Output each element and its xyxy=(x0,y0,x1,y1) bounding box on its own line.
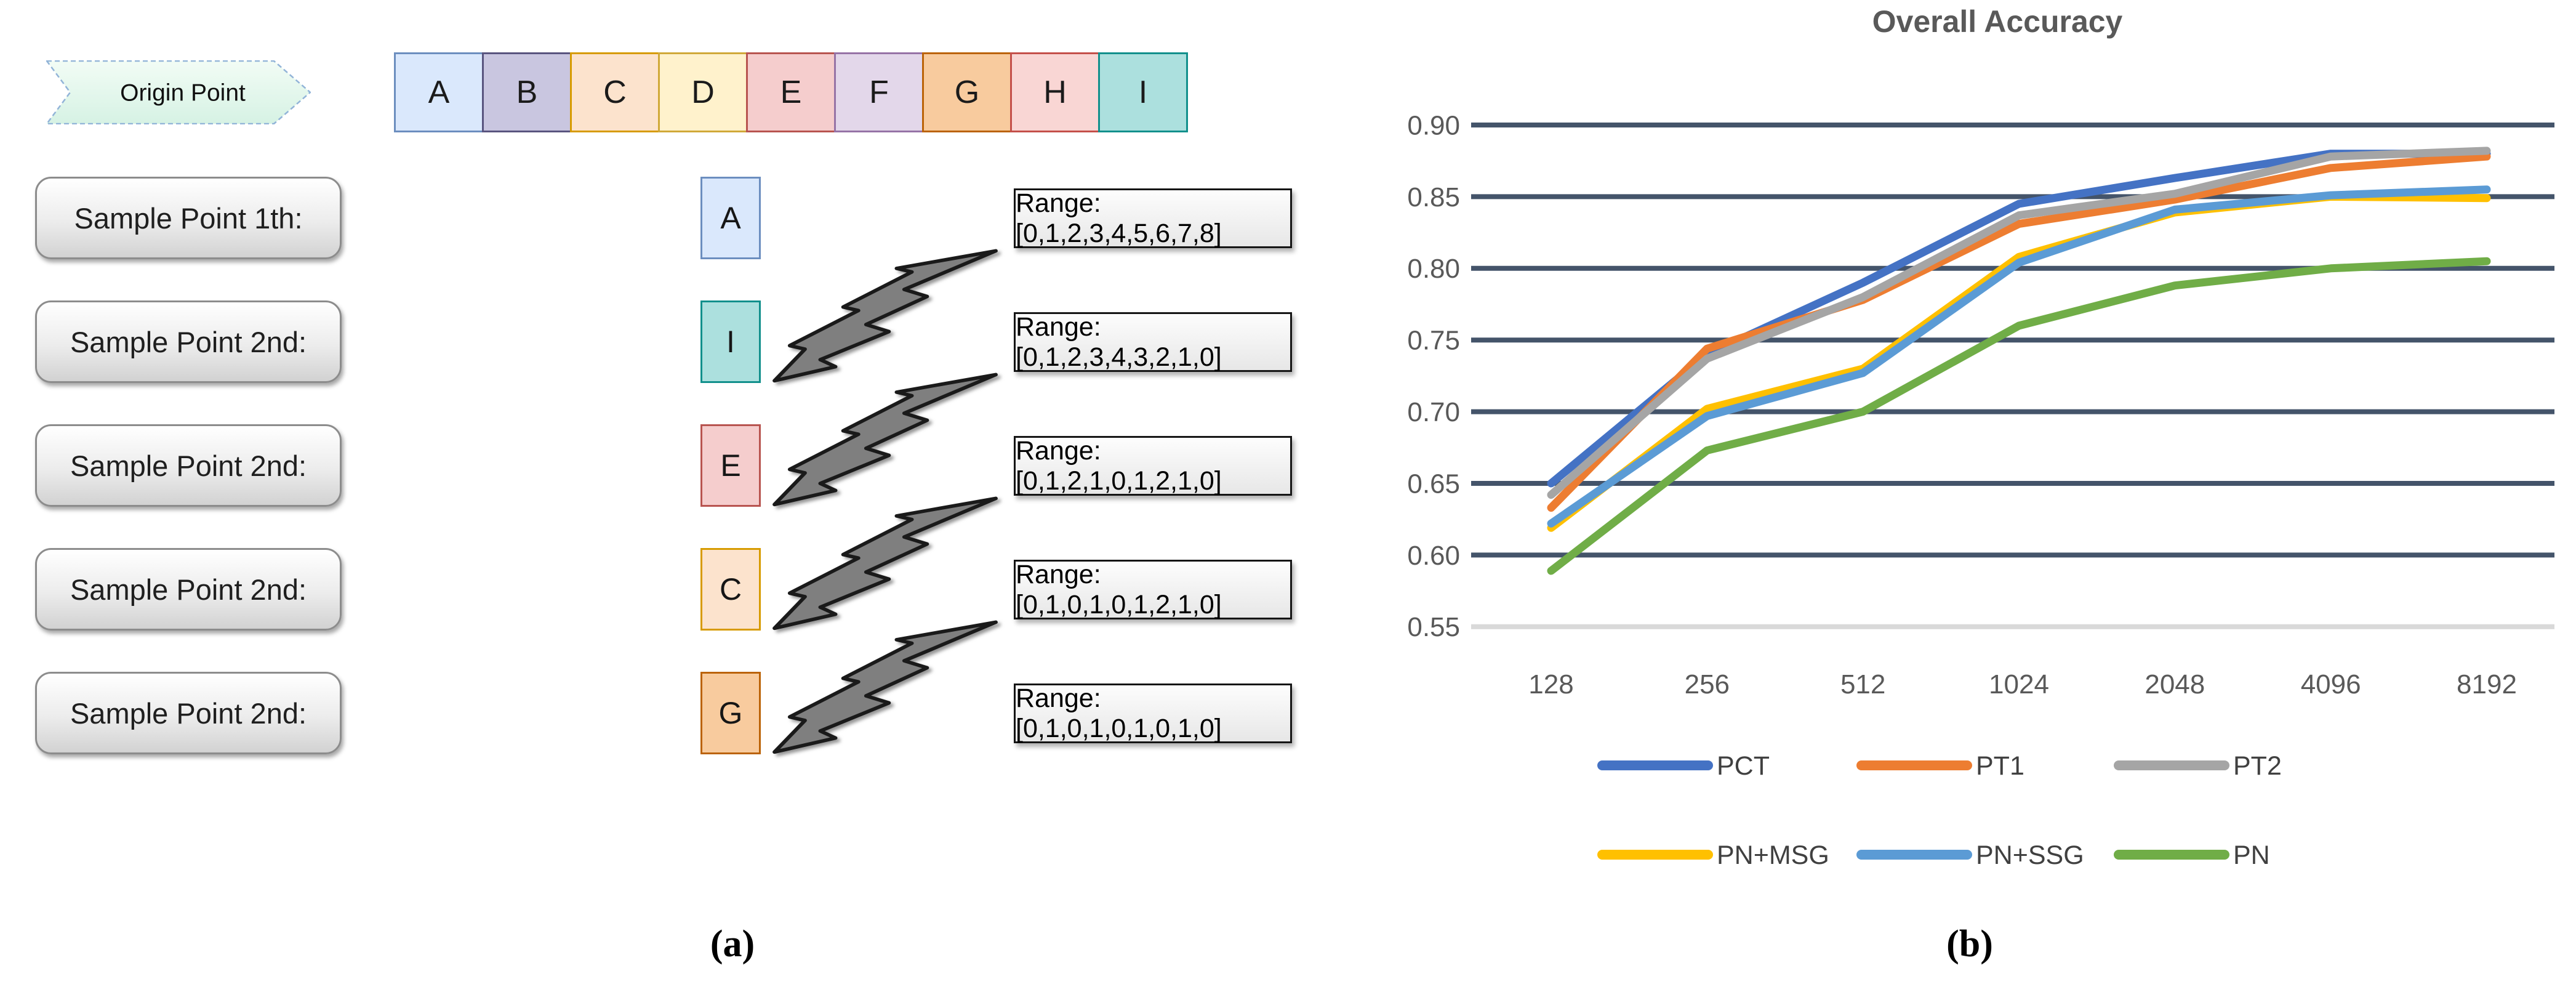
range-box: Range: [0,1,0,1,0,1,2,1,0] xyxy=(1014,560,1292,619)
sequence-cell-E: E xyxy=(746,52,836,132)
sample-letter-cell-A: A xyxy=(700,177,761,259)
y-axis-tick-label: 0.80 xyxy=(1407,254,1460,284)
sequence-cell-D: D xyxy=(658,52,748,132)
lightning-arrow-icon xyxy=(772,373,998,507)
y-axis-tick-label: 0.70 xyxy=(1407,397,1460,427)
series-line-PT2 xyxy=(1547,147,2491,499)
legend-label-PN+MSG: PN+MSG xyxy=(1717,841,1829,870)
sample-point-button: Sample Point 1th: xyxy=(35,177,342,259)
sample-letter-cell-I: I xyxy=(700,300,761,383)
x-axis-tick-label: 8192 xyxy=(2457,669,2517,700)
range-box: Range: [0,1,2,1,0,1,2,1,0] xyxy=(1014,436,1292,496)
sample-point-button: Sample Point 2nd: xyxy=(35,548,342,631)
legend-label-PN: PN xyxy=(2233,841,2270,870)
sample-point-button: Sample Point 2nd: xyxy=(35,672,342,754)
y-axis-tick-label: 0.85 xyxy=(1407,182,1460,212)
series-line-PCT xyxy=(1547,150,2491,488)
x-axis-tick-label: 256 xyxy=(1685,669,1730,700)
caption-b: (b) xyxy=(1946,923,1993,965)
legend-label-PT2: PT2 xyxy=(2233,751,2282,781)
range-box: Range: [0,1,2,3,4,5,6,7,8] xyxy=(1014,188,1292,248)
series-line-PT1 xyxy=(1547,152,2491,512)
sequence-cell-F: F xyxy=(834,52,924,132)
sample-point-button: Sample Point 2nd: xyxy=(35,424,342,507)
sequence-cell-B: B xyxy=(482,52,572,132)
y-axis-tick-label: 0.55 xyxy=(1407,612,1460,642)
series-line-PN xyxy=(1547,257,2491,575)
y-axis-tick-label: 0.90 xyxy=(1407,110,1460,140)
lightning-arrow-shape xyxy=(772,620,998,754)
x-axis-tick-label: 512 xyxy=(1840,669,1885,700)
series-line-PN+SSG xyxy=(1547,185,2491,528)
x-axis-tick-label: 4096 xyxy=(2301,669,2361,700)
lightning-arrow-icon xyxy=(772,249,998,383)
legend-label-PT1: PT1 xyxy=(1976,751,2024,781)
lightning-arrow-icon xyxy=(772,496,998,631)
x-axis-tick-label: 1024 xyxy=(1989,669,2049,700)
caption-a: (a) xyxy=(710,923,755,965)
sample-letter-cell-E: E xyxy=(700,424,761,507)
sequence-cell-I: I xyxy=(1098,52,1188,132)
x-axis-tick-label: 2048 xyxy=(2145,669,2205,700)
range-box: Range: [0,1,2,3,4,3,2,1,0] xyxy=(1014,312,1292,372)
sequence-cell-C: C xyxy=(570,52,660,132)
sample-letter-cell-G: G xyxy=(700,672,761,754)
lightning-arrow-icon xyxy=(772,620,998,754)
origin-point-banner: Origin Point xyxy=(46,60,311,124)
origin-point-arrow-shape xyxy=(46,60,311,124)
origin-point-label: Origin Point xyxy=(120,80,246,107)
legend-label-PN+SSG: PN+SSG xyxy=(1976,841,2084,870)
chart-title: Overall Accuracy xyxy=(1872,4,2123,39)
x-axis-tick-label: 128 xyxy=(1528,669,1573,700)
sample-rows: Sample Point 1th: A Range: [0,1,2,3,4,5,6,… xyxy=(35,177,1292,754)
lightning-arrow-shape xyxy=(772,496,998,631)
range-box: Range: [0,1,0,1,0,1,0,1,0] xyxy=(1014,684,1292,743)
lightning-arrow-shape xyxy=(772,373,998,507)
sample-point-button: Sample Point 2nd: xyxy=(35,300,342,383)
legend-label-PCT: PCT xyxy=(1717,751,1770,781)
y-axis-tick-label: 0.65 xyxy=(1407,469,1460,499)
sequence-cell-A: A xyxy=(394,52,484,132)
accuracy-chart: Overall Accuracy 0.90 0.85 0.80 0.75 0.70 0.65… xyxy=(1407,4,2554,870)
y-axis-tick-label: 0.60 xyxy=(1407,541,1460,571)
sequence-cell-G: G xyxy=(922,52,1012,132)
sample-letter-cell-C: C xyxy=(700,548,761,631)
lightning-arrow-shape xyxy=(772,249,998,383)
y-axis-tick-label: 0.75 xyxy=(1407,326,1460,356)
